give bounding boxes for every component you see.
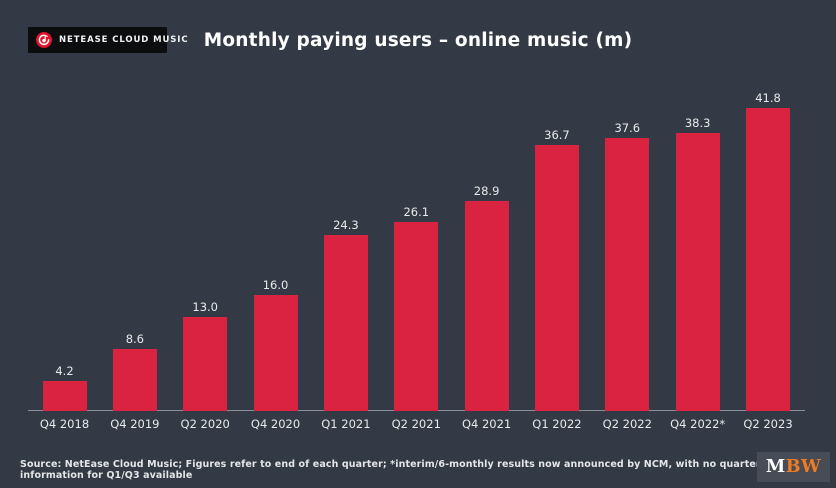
x-axis-tick-label: Q4 2018: [39, 417, 90, 431]
bar: [605, 138, 650, 411]
mbw-logo-m: M: [765, 457, 786, 477]
bar-value-label: 13.0: [192, 299, 218, 314]
bar: [675, 133, 720, 411]
mbw-logo: M BW: [757, 452, 830, 482]
bar-value-label: 16.0: [262, 278, 289, 292]
bar: [323, 234, 368, 411]
x-axis-tick-label: Q4 2020: [250, 417, 301, 431]
bar: [394, 221, 439, 411]
source-note: Source: NetEase Cloud Music; Figures ref…: [20, 459, 771, 481]
x-axis-tick-label: Q2 2020: [180, 417, 230, 431]
netease-logo-label: NETEASE CLOUD MUSIC: [59, 35, 189, 45]
x-axis-tick-label: Q1 2022: [532, 417, 582, 431]
x-axis-tick-label: Q2 2021: [391, 417, 441, 431]
bar-value-label: 8.6: [125, 331, 144, 346]
x-axis-tick-label: Q4 2021: [461, 417, 512, 431]
bar: [746, 107, 790, 411]
bar: [183, 316, 228, 411]
mbw-logo-bw: BW: [785, 457, 822, 477]
bar: [253, 295, 298, 411]
bar-value-label: 37.6: [614, 121, 641, 136]
x-axis-tick-label: Q2 2022: [602, 417, 652, 431]
x-axis-tick-label: Q4 2019: [110, 417, 160, 431]
bar-value-label: 28.9: [473, 184, 500, 199]
bar-value-label: 41.8: [755, 90, 781, 105]
bar-value-label: 38.3: [684, 116, 711, 131]
x-axis-tick-label: Q4 2022*: [670, 417, 726, 431]
bar-value-label: 24.3: [333, 217, 359, 232]
bar: [42, 380, 87, 411]
bar-value-label: 26.1: [403, 204, 430, 219]
bar-value-label: 36.7: [544, 127, 570, 142]
bar: [464, 201, 509, 411]
netease-cloud-music-icon: [36, 32, 52, 48]
bar-value-label: 4.2: [55, 363, 74, 378]
x-axis-tick-label: Q1 2021: [321, 417, 371, 431]
chart-title: Monthly paying users – online music (m): [203, 30, 633, 51]
bar: [112, 348, 157, 411]
netease-logo: NETEASE CLOUD MUSIC: [28, 27, 188, 53]
bar: [534, 144, 579, 411]
x-axis-tick-label: Q2 2023: [743, 417, 793, 431]
